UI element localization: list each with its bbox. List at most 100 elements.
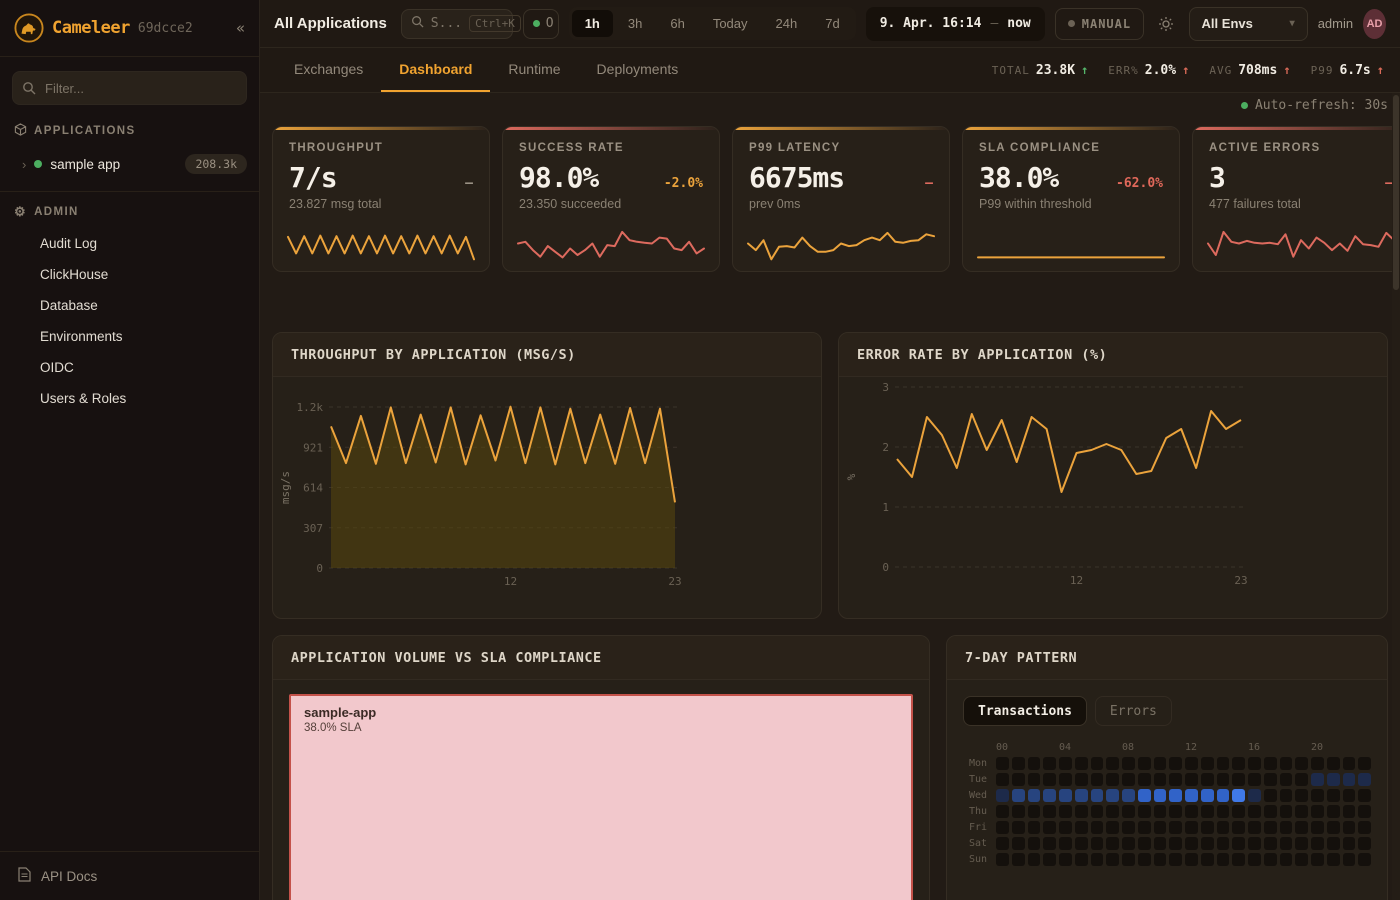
range-button-7d[interactable]: 7d (812, 10, 852, 37)
treemap-node-sample-app[interactable]: sample-app 38.0% SLA (289, 694, 913, 900)
tab-deployments[interactable]: Deployments (596, 61, 679, 77)
kpi-card-p99-latency: P99 LATENCY 6675ms – prev 0ms (732, 126, 950, 272)
heatmap-day-label: Fri (968, 822, 987, 833)
tab-exchanges[interactable]: Exchanges (294, 61, 364, 77)
global-search-input[interactable]: S... Ctrl+K (400, 8, 521, 39)
heatmap-cell-fri-13 (1200, 821, 1214, 834)
svg-text:12: 12 (1070, 574, 1083, 587)
range-button-3h[interactable]: 3h (615, 10, 655, 37)
heatmap-cell-tue-15 (1232, 773, 1245, 786)
stat-p99: P99 6.7s ↑ (1311, 63, 1384, 78)
heatmap-cell-thu-23 (1358, 805, 1371, 818)
applications-section-header: APPLICATIONS (0, 111, 259, 147)
heatmap-cell-thu-6 (1090, 805, 1104, 818)
connection-status-indicator[interactable]: O (522, 8, 559, 39)
chevron-right-icon[interactable]: › (22, 156, 27, 172)
heatmap-cell-mon-8 (1122, 757, 1135, 770)
sidebar-item-sample-app[interactable]: › sample app 208.3k (0, 147, 259, 181)
heatmap-cell-sun-14 (1216, 853, 1230, 866)
heatmap-cell-fri-6 (1090, 821, 1104, 834)
heatmap-cell-sat-4 (1059, 837, 1072, 850)
heatmap-cell-sun-0 (996, 853, 1009, 866)
heatmap-cell-mon-12 (1185, 757, 1198, 770)
kpi-row: THROUGHPUT 7/s – 23.827 msg total SUCCESS RA… (272, 126, 1400, 272)
heatmap-cell-fri-10 (1153, 821, 1167, 834)
heatmap-cell-wed-21 (1326, 789, 1340, 802)
heatmap-cell-wed-2 (1027, 789, 1041, 802)
tab-dashboard[interactable]: Dashboard (381, 48, 491, 92)
range-button-today[interactable]: Today (700, 10, 761, 37)
heatmap-cell-thu-4 (1059, 805, 1072, 818)
avatar[interactable]: AD (1363, 8, 1387, 39)
heatmap-cell-mon-6 (1090, 757, 1104, 770)
heatmap-cell-sat-23 (1358, 837, 1371, 850)
sidebar-item-users-roles[interactable]: Users & Roles (40, 391, 127, 406)
sidebar-item-clickhouse[interactable]: ClickHouse (40, 267, 109, 282)
theme-toggle-button[interactable] (1154, 8, 1178, 40)
heatmap-cell-fri-18 (1279, 821, 1293, 834)
heatmap-cell-sat-21 (1326, 837, 1340, 850)
kpi-accent-bar (503, 127, 719, 130)
scrollbar-thumb[interactable] (1393, 95, 1399, 290)
sidebar-item-database[interactable]: Database (40, 298, 98, 313)
treemap-node-name: sample-app (304, 705, 377, 720)
app-count-badge: 208.3k (185, 154, 247, 174)
sidebar-item-environments[interactable]: Environments (40, 329, 123, 344)
heatmap-cell-thu-12 (1185, 805, 1198, 818)
heatmap-hour-label (1264, 742, 1277, 754)
heatmap-cell-sun-7 (1106, 853, 1119, 866)
heatmap-cell-thu-2 (1027, 805, 1041, 818)
heatmap-cell-wed-18 (1279, 789, 1293, 802)
heatmap-cell-sat-22 (1342, 837, 1356, 850)
heatmap-cell-wed-9 (1137, 789, 1151, 802)
search-shortcut-kbd: Ctrl+K (469, 15, 521, 32)
heatmap-cell-sat-19 (1295, 837, 1308, 850)
pattern-toggle-transactions[interactable]: Transactions (963, 696, 1087, 726)
sidebar-item-oidc[interactable]: OIDC (40, 360, 74, 375)
heatmap-cell-wed-8 (1122, 789, 1135, 802)
heatmap-cell-thu-19 (1295, 805, 1308, 818)
heatmap-cell-wed-7 (1106, 789, 1119, 802)
tab-runtime[interactable]: Runtime (508, 61, 561, 77)
trend-arrow-icon: ↑ (1081, 63, 1089, 77)
error-rate-chart-panel: ERROR RATE BY APPLICATION (%) 3 2 1 0 12 23% (838, 332, 1388, 619)
svg-text:2: 2 (882, 441, 889, 454)
heatmap-cell-sat-5 (1074, 837, 1088, 850)
sidebar-item-audit-log[interactable]: Audit Log (40, 236, 98, 251)
throughput-chart-panel: THROUGHPUT BY APPLICATION (MSG/S) 1.2k 92… (272, 332, 822, 619)
vertical-scrollbar[interactable] (1392, 93, 1400, 900)
heatmap-cell-mon-15 (1232, 757, 1245, 770)
heatmap-hour-label: 12 (1185, 742, 1198, 753)
heatmap-cell-tue-16 (1248, 773, 1261, 786)
manual-refresh-button[interactable]: MANUAL (1054, 7, 1145, 40)
heatmap-cell-wed-0 (996, 789, 1009, 802)
heatmap-cell-wed-23 (1358, 789, 1371, 802)
api-docs-label: API Docs (41, 868, 98, 884)
search-icon (411, 15, 424, 33)
sidebar-header: Cameleer 69dcce2 « (0, 0, 259, 57)
heatmap-cell-tue-4 (1059, 773, 1072, 786)
time-window-display[interactable]: 9. Apr. 16:14 – now (865, 6, 1045, 41)
kpi-accent-bar (733, 127, 949, 130)
heatmap-cell-tue-9 (1137, 773, 1151, 786)
sidebar-collapse-button[interactable]: « (235, 19, 245, 37)
range-button-1h[interactable]: 1h (571, 10, 613, 37)
kpi-value: 98.0% (519, 161, 599, 194)
kpi-title: SUCCESS RATE (519, 142, 624, 154)
range-button-24h[interactable]: 24h (763, 10, 811, 37)
heatmap-cell-mon-13 (1200, 757, 1214, 770)
pattern-toggle-errors[interactable]: Errors (1094, 696, 1172, 726)
header-stats: TOTAL 23.8K ↑ ERR% 2.0% ↑ AVG 708ms ↑ P99 6.7s ↑ (992, 48, 1384, 92)
heatmap-cell-sat-17 (1263, 837, 1277, 850)
heatmap-cell-tue-23 (1358, 773, 1371, 786)
range-button-6h[interactable]: 6h (657, 10, 697, 37)
sidebar-filter-input[interactable] (12, 71, 247, 105)
heatmap-cell-fri-7 (1106, 821, 1119, 834)
sidebar-item-api-docs[interactable]: API Docs (0, 852, 259, 900)
heatmap-cell-fri-16 (1248, 821, 1261, 834)
throughput-chart: 1.2k 921 614 307 0 12 23 msg/s (273, 377, 821, 618)
treemap-panel: APPLICATION VOLUME VS SLA COMPLIANCE sam… (272, 635, 930, 900)
heatmap-hour-label: 08 (1122, 742, 1135, 753)
environment-select[interactable]: All Envs ▾ (1188, 6, 1308, 41)
heatmap-cell-sun-5 (1074, 853, 1088, 866)
